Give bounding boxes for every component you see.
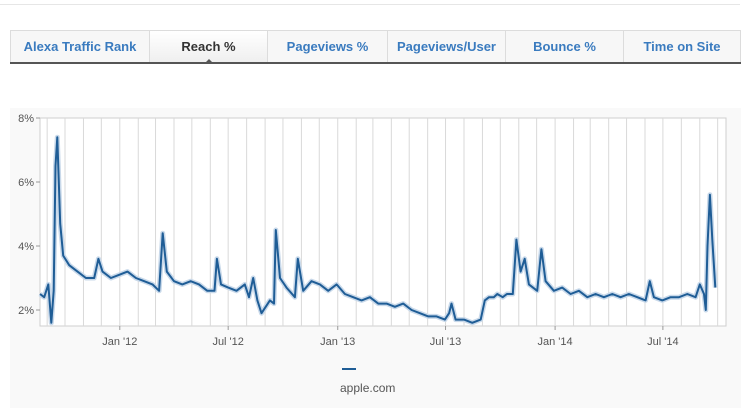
x-tick-label: Jul '14 (647, 336, 678, 348)
top-divider (0, 4, 740, 5)
tab-label: Reach % (181, 39, 236, 54)
tab-time-on-site[interactable]: Time on Site (624, 31, 741, 62)
tab-pageviews[interactable]: Pageviews % (268, 31, 388, 62)
x-tick-label: Jul '12 (212, 336, 243, 348)
reach-chart[interactable]: 2% 4% 6% 8% Jan '12 Jul '12 Jan '13 Jul '13 Jan … (10, 108, 741, 408)
tab-label: Pageviews % (286, 39, 369, 54)
metric-tabs: Alexa Traffic Rank Reach % Pageviews % P… (10, 30, 741, 64)
reach-chart-panel: 2% 4% 6% 8% Jan '12 Jul '12 Jan '13 Jul '13 Jan … (10, 108, 741, 408)
y-tick-label: 6% (18, 177, 34, 189)
x-tick-label: Jan '14 (538, 336, 573, 348)
tab-reach[interactable]: Reach % (150, 31, 268, 64)
y-tick-label: 8% (18, 113, 34, 125)
y-tick-label: 2% (18, 305, 34, 317)
y-tick-label: 4% (18, 241, 34, 253)
tab-label: Pageviews/User (396, 39, 496, 54)
series-line-apple-com (39, 136, 717, 324)
active-tab-caret-icon (203, 59, 214, 64)
tab-label: Time on Site (643, 39, 721, 54)
x-tick-label: Jan '13 (320, 336, 355, 348)
plot-area (39, 117, 727, 327)
x-tick-label: Jan '12 (102, 336, 137, 348)
tab-pageviews-per-user[interactable]: Pageviews/User (388, 31, 506, 62)
tab-alexa-traffic-rank[interactable]: Alexa Traffic Rank (10, 31, 150, 62)
legend-series-label[interactable]: apple.com (340, 381, 396, 395)
x-tick-label: Jul '13 (430, 336, 461, 348)
tab-label: Alexa Traffic Rank (23, 39, 137, 54)
tab-label: Bounce % (533, 39, 596, 54)
tab-bounce[interactable]: Bounce % (506, 31, 624, 62)
legend-swatch (342, 368, 356, 370)
